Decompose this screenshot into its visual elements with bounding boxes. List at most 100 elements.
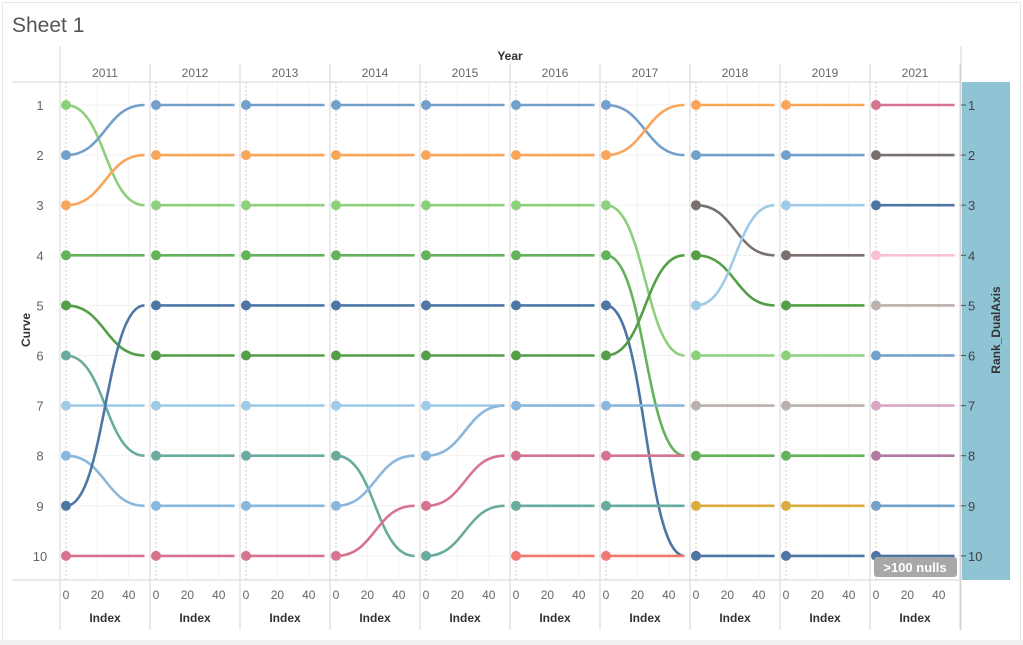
series-line-sky [65,454,145,508]
series-point-pink [601,450,611,461]
series-point-pink [871,100,881,110]
null-badge-label: >100 nulls [883,560,946,575]
y-tick-label: 2 [36,148,43,163]
x-tick-label: 40 [122,588,136,602]
series-line-green [605,254,685,457]
column-header-year: Year [497,49,523,63]
series-point-lgreen [241,200,251,211]
series-point-sky [511,400,521,411]
y-tick-label: 6 [36,349,43,364]
x-tick-label: 20 [631,588,645,602]
series-point-sky [601,400,611,411]
series-line-lgreen [605,203,685,357]
year-header-2015: 2015 [452,66,479,80]
series-point-dgreen [241,350,251,361]
series-point-dgreen [781,300,791,311]
series-point-orange [421,150,431,161]
series-point-pink [241,550,251,561]
year-header-2014: 2014 [362,66,389,80]
y-tick-label: 10 [33,549,47,564]
series-point-teal [151,450,161,461]
y-tick-label: 8 [36,449,43,464]
series-point-lblue [421,400,431,411]
x-axis-title: Index [809,611,841,625]
series-point-lpink [871,250,881,261]
x-axis-title: Index [539,611,571,625]
x-tick-label: 40 [752,588,766,602]
series-point-teal [241,450,251,461]
right-y-tick-label: 7 [968,399,975,414]
series-point-blue [871,500,881,511]
x-axis-title: Index [269,611,301,625]
series-point-sky [151,500,161,511]
x-tick-label: 40 [212,588,226,602]
series-point-orange [781,100,791,110]
series-point-teal [61,350,71,361]
series-point-dblue [871,200,881,211]
series-point-green [151,250,161,261]
series-point-pink [61,550,71,561]
x-tick-label: 0 [693,588,700,602]
x-tick-label: 20 [361,588,375,602]
series-point-lblue [781,200,791,211]
series-point-pink [421,500,431,511]
series-line-sky [425,404,505,457]
series-point-dblue [601,300,611,311]
series-point-pink [511,450,521,461]
year-header-2021: 2021 [902,66,929,80]
series-point-brown [691,200,701,211]
y-tick-label: 4 [36,248,43,263]
series-line-teal [425,504,505,558]
series-point-dgreen [691,250,701,261]
series-point-lgreen [151,200,161,211]
series-point-orange [601,150,611,161]
right-y-tick-label: 10 [968,549,982,564]
series-line-dgreen [605,254,685,357]
right-y-axis-title: Rank_DualAxis [989,286,1003,374]
series-point-lblue [151,400,161,411]
series-point-dgreen [151,350,161,361]
right-y-tick-label: 5 [968,298,975,313]
y-tick-label: 5 [36,298,43,313]
x-tick-label: 20 [271,588,285,602]
series-line-orange [605,103,685,157]
null-badge [874,557,957,577]
series-point-dgreen [511,350,521,361]
series-point-grey [691,400,701,411]
series-point-dgreen [421,350,431,361]
right-y-tick-label: 4 [968,248,975,263]
series-point-lgreen [421,200,431,211]
series-point-sky [421,450,431,461]
x-tick-label: 20 [181,588,195,602]
series-point-gold [781,500,791,511]
series-point-dblue [61,500,71,511]
series-point-blue [61,150,71,161]
x-tick-label: 0 [873,588,880,602]
series-point-lblue [691,300,701,311]
x-axis-title: Index [359,611,391,625]
series-point-blue [421,100,431,110]
x-tick-label: 0 [243,588,250,602]
series-point-pink [331,550,341,561]
series-point-blue [691,150,701,161]
y-axis-title: Curve [19,313,33,347]
series-point-green [241,250,251,261]
y-tick-label: 3 [36,198,43,213]
series-point-dgreen [601,350,611,361]
series-point-lgreen [601,200,611,211]
x-tick-label: 0 [63,588,70,602]
series-point-dblue [331,300,341,311]
year-header-2016: 2016 [542,66,569,80]
series-point-dblue [421,300,431,311]
x-tick-label: 0 [423,588,430,602]
series-point-orange [241,150,251,161]
x-tick-label: 40 [482,588,496,602]
series-point-orange [331,150,341,161]
x-tick-label: 0 [513,588,520,602]
series-point-green [421,250,431,261]
right-y-tick-label: 2 [968,148,975,163]
series-point-salmon [601,550,611,561]
x-tick-label: 0 [603,588,610,602]
series-point-blue [601,100,611,110]
year-header-2011: 2011 [92,66,118,80]
